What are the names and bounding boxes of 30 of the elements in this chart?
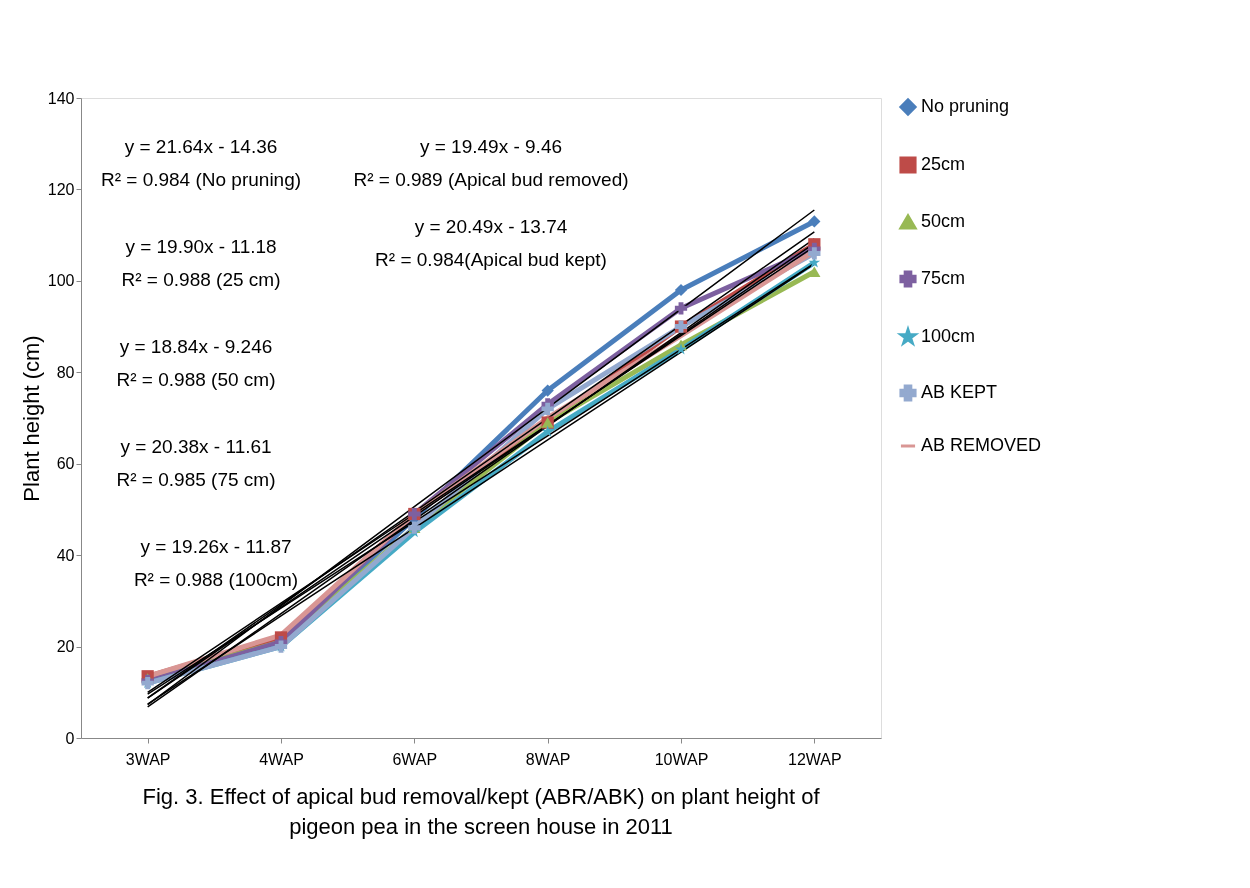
y-tick-label: 0 xyxy=(65,729,75,747)
text: Fig. 3. Effect of apical bud removal/kept (ABR/ABK) on plant height of pigeon pea in the screen house in 2011 xyxy=(142,784,821,839)
y-tick-label: 40 xyxy=(56,546,75,564)
x-tick-label: 6WAP xyxy=(392,750,438,768)
annotation: y = 20.38x - 11.61 R² = 0.985 (75 cm) xyxy=(116,436,276,490)
x-tick-label: 10WAP xyxy=(654,750,709,768)
x-tick-label: 8WAP xyxy=(525,750,571,768)
legend-label: No pruning xyxy=(921,96,1010,116)
y-tick-label: 60 xyxy=(56,455,75,473)
legend-label: 75cm xyxy=(921,268,966,288)
y-axis-title: Plant height (cm) xyxy=(18,335,44,502)
x-tick-label: 12WAP xyxy=(788,750,842,768)
y-tick-label: 140 xyxy=(47,89,75,107)
annotation: y = 19.49x - 9.46 R² = 0.989 (Apical bud removed) xyxy=(353,136,629,190)
y-tick-label: 80 xyxy=(56,363,75,381)
annotation: y = 19.90x - 11.18 R² = 0.988 (25 cm) xyxy=(121,236,281,290)
annotation: y = 18.84x - 9.246 R² = 0.988 (50 cm) xyxy=(116,336,276,390)
x-tick-label: 3WAP xyxy=(125,750,171,768)
annotation: y = 19.26x - 11.87 R² = 0.988 (100cm) xyxy=(133,536,299,590)
legend-label: 50cm xyxy=(921,211,966,231)
y-tick-label: 20 xyxy=(56,638,75,656)
y-tick-label: 100 xyxy=(47,272,75,290)
annotation: y = 21.64x - 14.36 R² = 0.984 (No pruning) xyxy=(100,136,302,190)
x-tick-label: 4WAP xyxy=(259,750,304,768)
legend-label: AB REMOVED xyxy=(921,435,1042,455)
legend-label: 100cm xyxy=(921,326,976,346)
legend-label: 25cm xyxy=(921,154,966,174)
annotation: y = 20.49x - 13.74 R² = 0.984(Apical bud kept) xyxy=(375,216,607,270)
y-tick-label: 120 xyxy=(47,180,75,198)
legend-label: AB KEPT xyxy=(921,382,998,402)
